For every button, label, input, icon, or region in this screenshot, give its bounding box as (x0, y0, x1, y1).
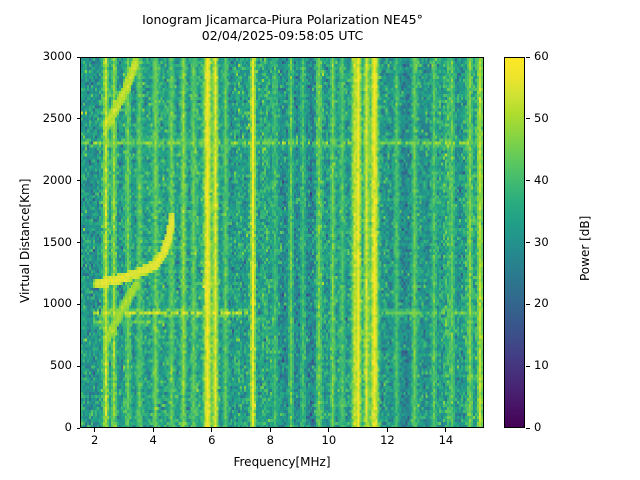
colorbar-tick-label: 20 (534, 296, 549, 311)
x-tick-label: 2 (90, 433, 99, 447)
y-tick-label: 1500 (42, 234, 72, 249)
x-tick-label: 6 (208, 433, 216, 447)
y-tick-mark (76, 242, 80, 243)
colorbar-tick-label: 0 (534, 420, 542, 434)
colorbar-tick-label: 30 (534, 234, 549, 249)
ionogram-plot-area[interactable] (80, 57, 484, 428)
y-tick-label: 3000 (42, 49, 72, 63)
x-tick-mark (445, 428, 447, 432)
colorbar-tick-mark (526, 118, 530, 120)
page-title: Ionogram Jicamarca-Piura Polarization NE… (80, 12, 485, 44)
y-tick-mark (76, 56, 80, 58)
x-tick-mark (269, 428, 271, 432)
y-axis-label: Virtual Distance[Km] (18, 178, 32, 303)
ionogram-heatmap (81, 58, 483, 427)
y-tick-mark (76, 303, 80, 305)
colorbar-tick-label: 50 (534, 110, 549, 125)
colorbar-tick-mark (526, 427, 530, 429)
y-tick-label: 500 (50, 358, 72, 373)
colorbar-tick-mark (526, 242, 530, 243)
x-tick-mark (94, 428, 96, 432)
y-tick-label: 2500 (42, 110, 72, 125)
title-line-2: 02/04/2025-09:58:05 UTC (201, 28, 364, 43)
x-tick-mark (328, 428, 330, 432)
y-tick-mark (76, 180, 80, 182)
colorbar-tick-mark (526, 365, 530, 367)
x-tick-mark (152, 428, 154, 432)
x-axis-label: Frequency[MHz] (233, 455, 331, 469)
x-tick-label: 14 (438, 433, 454, 447)
x-tick-mark (386, 428, 388, 432)
x-tick-label: 8 (266, 433, 274, 447)
colorbar-tick-mark (526, 303, 530, 305)
x-tick-label: 10 (321, 433, 337, 447)
x-tick-mark (211, 428, 213, 432)
y-tick-label: 1000 (42, 296, 72, 311)
y-tick-label: 0 (64, 420, 72, 434)
power-colorbar[interactable] (504, 57, 525, 428)
y-tick-label: 2000 (42, 172, 72, 187)
colorbar-tick-label: 60 (534, 49, 549, 63)
colorbar-tick-mark (526, 180, 530, 182)
colorbar-tick-label: 40 (534, 172, 549, 187)
x-tick-label: 4 (149, 433, 157, 447)
colorbar-tick-mark (526, 56, 530, 58)
y-tick-mark (76, 365, 80, 367)
colorbar-tick-label: 10 (534, 358, 549, 373)
y-tick-mark (76, 118, 80, 120)
x-tick-label: 12 (380, 433, 395, 447)
title-line-1: Ionogram Jicamarca-Piura Polarization NE… (142, 12, 423, 27)
colorbar-label: Power [dB] (578, 215, 592, 281)
colorbar-gradient (505, 58, 524, 427)
y-tick-mark (76, 427, 80, 429)
